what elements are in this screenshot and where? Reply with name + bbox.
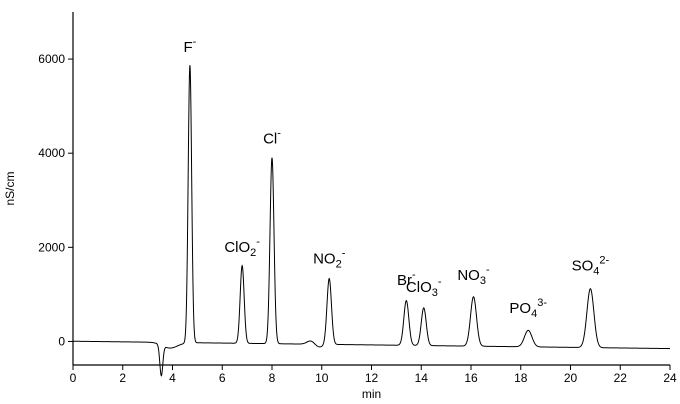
x-tick: 2	[119, 365, 126, 385]
x-tick: 24	[663, 365, 677, 385]
peak-label: ClO3-	[406, 276, 442, 299]
peak-label: PO43-	[509, 297, 547, 320]
x-tick: 22	[614, 365, 628, 385]
x-tick: 6	[219, 365, 226, 385]
y-tick-label: 2000	[38, 240, 65, 254]
y-tick-label: 0	[58, 334, 65, 348]
x-tick: 12	[365, 365, 379, 385]
y-tick: 0	[58, 334, 73, 348]
x-tick: 14	[415, 365, 429, 385]
chromatogram-trace	[73, 65, 670, 377]
x-tick-label: 10	[315, 371, 329, 385]
y-ticks: 0 2000 4000 6000	[38, 52, 73, 348]
x-tick: 18	[514, 365, 528, 385]
x-tick-label: 12	[365, 371, 379, 385]
x-tick-label: 18	[514, 371, 528, 385]
peak-labels: F- ClO2- Cl- NO2- Br-ClO3- NO3- PO43- SO42-	[183, 36, 609, 320]
y-tick: 2000	[38, 240, 73, 254]
x-ticks: 0 2 4 6 8 10 12 14 16 18 20 22 24	[70, 365, 677, 385]
x-tick-label: 20	[564, 371, 578, 385]
x-tick-label: 4	[169, 371, 176, 385]
peak-label: NO2-	[313, 248, 346, 271]
x-tick-label: 2	[119, 371, 126, 385]
x-tick-label: 8	[269, 371, 276, 385]
x-tick-label: 22	[614, 371, 628, 385]
peak-label: ClO2-	[224, 236, 260, 259]
peak-label: F-	[183, 36, 196, 56]
peak-label: NO3-	[457, 264, 490, 287]
x-tick-label: 6	[219, 371, 226, 385]
peak-label: Br-	[397, 269, 416, 289]
x-tick: 4	[169, 365, 176, 385]
y-tick-label: 6000	[38, 52, 65, 66]
y-axis-title: nS/cm	[3, 171, 17, 205]
y-tick: 6000	[38, 52, 73, 66]
peak-label: SO42-	[572, 255, 610, 278]
x-tick-label: 14	[415, 371, 429, 385]
x-tick: 10	[315, 365, 329, 385]
x-tick-label: 24	[663, 371, 677, 385]
axes	[72, 12, 670, 366]
peak-label: Cl-	[263, 128, 281, 148]
y-tick: 4000	[38, 146, 73, 160]
x-axis-title: min	[362, 387, 381, 401]
x-tick: 8	[269, 365, 276, 385]
x-tick: 16	[464, 365, 478, 385]
x-tick: 20	[564, 365, 578, 385]
y-tick-label: 4000	[38, 146, 65, 160]
x-tick: 0	[70, 365, 77, 385]
x-tick-label: 0	[70, 371, 77, 385]
x-tick-label: 16	[464, 371, 478, 385]
